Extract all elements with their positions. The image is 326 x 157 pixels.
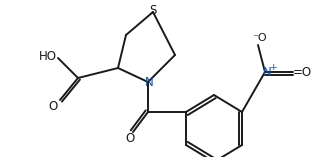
Text: HO: HO [39,49,57,62]
Text: O: O [126,133,135,146]
Text: N: N [263,65,271,78]
Text: O: O [277,155,286,157]
Text: =O: =O [292,65,312,78]
Text: ⁻O: ⁻O [253,33,267,43]
Text: N: N [145,76,153,89]
Text: S: S [149,5,157,17]
Text: O: O [48,100,58,114]
Text: +: + [269,62,277,71]
